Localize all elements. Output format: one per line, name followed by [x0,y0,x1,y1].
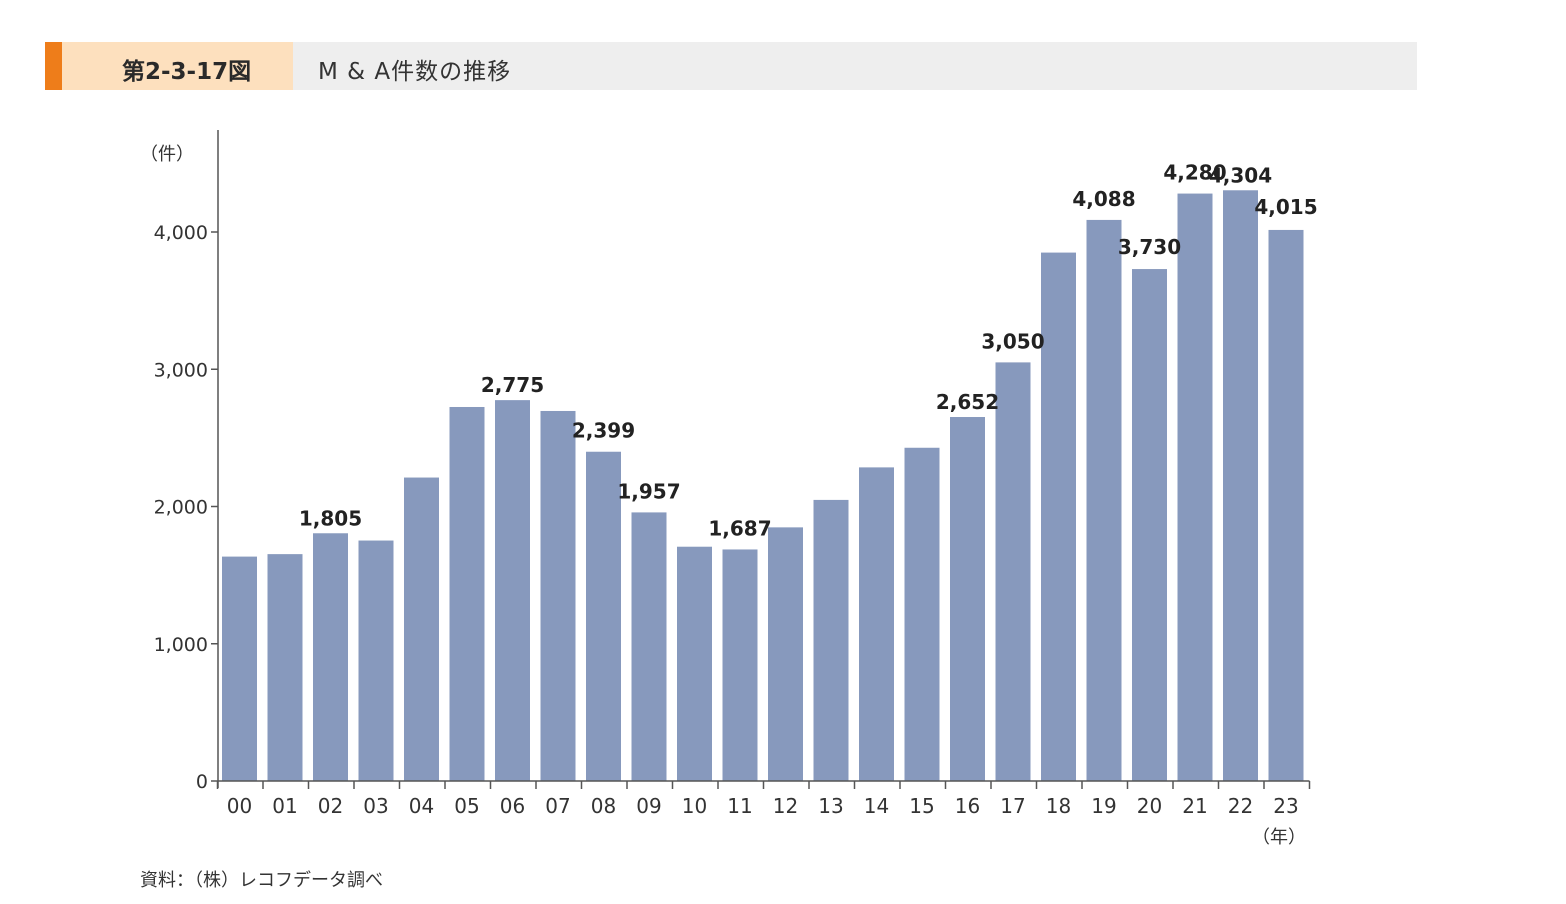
bar-19 [1086,219,1122,781]
x-tick-label: 00 [227,794,252,818]
bar-18 [1041,252,1076,781]
x-tick-label: 12 [773,794,798,818]
bar-09 [631,512,667,781]
bar-17 [995,362,1031,781]
x-tick-label: 09 [636,794,661,818]
bar-15 [904,447,940,781]
x-tick-label: 18 [1046,794,1071,818]
figure-title: M & A件数の推移 [318,59,512,85]
bar-chart: 0 1,000 2,000 3,000 4,000 （件） 00 01 02 03 04 05 06 07… [140,130,1318,848]
figure-number-box: 第2-3-17図 [62,42,293,90]
bar-06 [495,400,530,781]
x-tick-label: 04 [409,794,434,818]
y-tick-label: 0 [196,771,208,793]
figure-header: 第2-3-17図 M & A件数の推移 [45,42,1417,90]
data-label-23: 4,015 [1254,195,1317,219]
figure-number: 第2-3-17図 [122,59,252,85]
bar-07 [540,410,576,781]
data-label-17: 3,050 [981,329,1044,353]
x-tick-label: 22 [1228,794,1253,818]
x-tick-label: 19 [1091,794,1116,818]
data-label-02: 1,805 [299,506,362,530]
data-label-06: 2,775 [481,373,544,397]
bar-14 [859,467,894,781]
x-tick-label: 16 [955,794,980,818]
bar-21 [1177,193,1213,781]
x-tick-label: 01 [272,794,297,818]
y-tick-label: 4,000 [154,222,208,244]
x-tick-label: 07 [545,794,570,818]
data-label-19: 4,088 [1072,187,1135,211]
source-note: 資料：（株）レコフデータ調べ [140,870,383,891]
x-axis-label: （年） [1252,827,1306,848]
x-tick-label: 14 [864,794,889,818]
header-accent-bar [45,42,62,90]
bar-02 [313,533,348,781]
x-tick-label: 05 [454,794,479,818]
bar-08 [586,451,621,781]
y-tick-label: 3,000 [154,359,208,381]
bar-20 [1132,269,1167,781]
bar-01 [267,554,303,781]
data-label-21: 4,280 [1163,161,1226,185]
x-tick-label: 02 [318,794,343,818]
data-label-09: 1,957 [617,479,680,503]
x-tick-label: 23 [1273,794,1298,818]
x-tick-label: 15 [909,794,934,818]
y-axis-label: （件） [140,144,194,165]
data-label-20: 3,730 [1118,235,1181,259]
bar-10 [677,546,712,781]
x-tick-label: 21 [1182,794,1207,818]
data-label-22: 4,304 [1209,163,1272,187]
bar-03 [358,540,394,781]
x-tick-label: 08 [591,794,616,818]
data-label-08: 2,399 [572,419,635,443]
y-tick-label: 1,000 [154,634,208,656]
bar-04 [404,477,439,781]
x-tick-label: 11 [727,794,752,818]
x-tick-label: 10 [682,794,707,818]
bar-11 [722,549,758,781]
x-tick-label: 06 [500,794,525,818]
bar-23 [1268,229,1304,781]
bar-22 [1223,190,1258,781]
bar-00 [222,556,257,781]
bar-16 [950,417,985,781]
data-label-11: 1,687 [708,516,771,540]
x-tick-label: 03 [363,794,388,818]
bar-05 [449,406,485,781]
bar-13 [813,499,849,781]
x-tick-label: 17 [1000,794,1025,818]
x-tick-label: 20 [1137,794,1162,818]
bar-12 [768,527,803,781]
data-label-16: 2,652 [936,390,999,414]
y-tick-label: 2,000 [154,497,208,519]
x-tick-label: 13 [818,794,843,818]
